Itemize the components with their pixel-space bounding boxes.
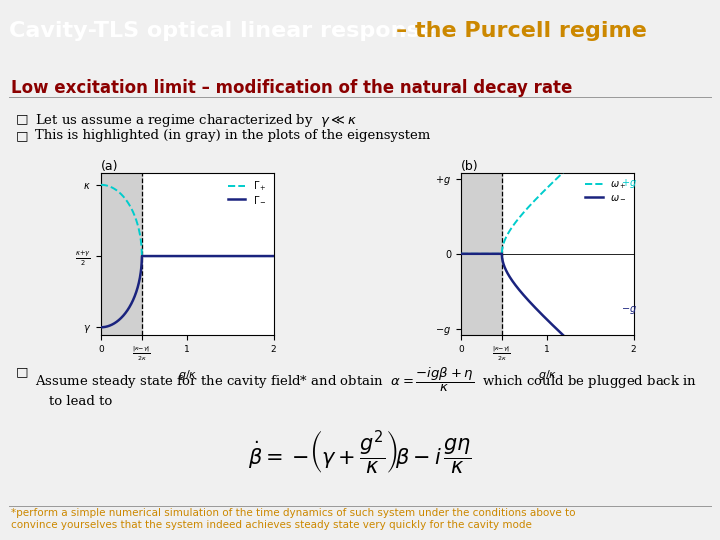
- Text: (b): (b): [461, 160, 478, 173]
- $\omega_-$: [456, 251, 465, 257]
- Text: □: □: [16, 112, 28, 125]
- Line: $\Gamma_+$: $\Gamma_+$: [101, 185, 274, 256]
- Text: – the Purcell regime: – the Purcell regime: [396, 21, 647, 41]
- Line: $\Gamma_-$: $\Gamma_-$: [101, 256, 274, 327]
- $\omega_-$: [594, 365, 603, 372]
- Legend: $\omega_+$, $\omega_-$: $\omega_+$, $\omega_-$: [583, 178, 629, 204]
- Text: *perform a simple numerical simulation of the time dynamics of such system under: *perform a simple numerical simulation o…: [11, 508, 575, 530]
- $\Gamma_+$: [166, 253, 175, 259]
- $\Gamma_+$: [138, 253, 146, 259]
- $\omega_+$: [629, 105, 638, 111]
- Bar: [461, 173, 502, 335]
- $\Gamma_-$: [235, 253, 243, 259]
- X-axis label: $g/\kappa$: $g/\kappa$: [538, 368, 557, 382]
- Line: $\omega_+$: $\omega_+$: [461, 108, 634, 254]
- $\Gamma_-$: [231, 253, 240, 259]
- $\omega_-$: [575, 347, 584, 354]
- Text: $+g$: $+g$: [621, 177, 636, 190]
- Text: Low excitation limit – modification of the natural decay rate: Low excitation limit – modification of t…: [11, 79, 572, 97]
- $\Gamma_+$: [269, 253, 278, 259]
- $\omega_+$: [474, 251, 483, 257]
- Text: $\dot{\beta} = -\!\left(\gamma + \dfrac{g^2}{\kappa}\right)\!\beta - i\,\dfrac{g: $\dot{\beta} = -\!\left(\gamma + \dfrac{…: [248, 428, 472, 475]
- Text: This is highlighted (in gray) in the plots of the eigensystem: This is highlighted (in gray) in the plo…: [35, 129, 430, 142]
- $\Gamma_+$: [235, 253, 243, 259]
- $\Gamma_-$: [173, 253, 181, 259]
- Text: $-g$: $-g$: [621, 305, 636, 316]
- $\Gamma_-$: [114, 317, 123, 323]
- Line: $\omega_-$: $\omega_-$: [461, 254, 634, 400]
- Text: Let us assume a regime characterized by  $\gamma \ll \kappa$: Let us assume a regime characterized by …: [35, 112, 356, 129]
- $\Gamma_-$: [96, 324, 105, 330]
- $\Gamma_-$: [138, 253, 146, 259]
- Text: to lead to: to lead to: [49, 395, 112, 408]
- $\omega_+$: [575, 154, 584, 160]
- $\omega_-$: [533, 306, 541, 313]
- $\Gamma_+$: [215, 253, 224, 259]
- $\omega_-$: [474, 251, 483, 257]
- $\Gamma_+$: [114, 188, 123, 195]
- $\omega_+$: [533, 195, 541, 201]
- $\Gamma_-$: [166, 253, 175, 259]
- $\omega_+$: [456, 251, 465, 257]
- $\Gamma_+$: [173, 253, 181, 259]
- $\omega_+$: [591, 139, 600, 146]
- Text: □: □: [16, 129, 28, 142]
- X-axis label: $g/\kappa$: $g/\kappa$: [178, 368, 197, 382]
- $\Gamma_+$: [231, 253, 240, 259]
- $\omega_-$: [526, 300, 535, 306]
- $\omega_-$: [629, 396, 638, 403]
- $\Gamma_-$: [269, 253, 278, 259]
- Text: Cavity-TLS optical linear response: Cavity-TLS optical linear response: [9, 21, 442, 41]
- Bar: [101, 173, 142, 335]
- $\omega_+$: [526, 201, 535, 208]
- $\Gamma_-$: [215, 253, 224, 259]
- Text: Assume steady state for the cavity field* and obtain  $\alpha = \dfrac{-ig\beta : Assume steady state for the cavity field…: [35, 366, 697, 394]
- Text: □: □: [16, 366, 28, 379]
- $\omega_-$: [591, 362, 600, 368]
- $\Gamma_+$: [96, 181, 105, 188]
- Legend: $\Gamma_+$, $\Gamma_-$: $\Gamma_+$, $\Gamma_-$: [226, 178, 269, 206]
- Text: (a): (a): [101, 160, 118, 173]
- $\omega_+$: [594, 136, 603, 143]
